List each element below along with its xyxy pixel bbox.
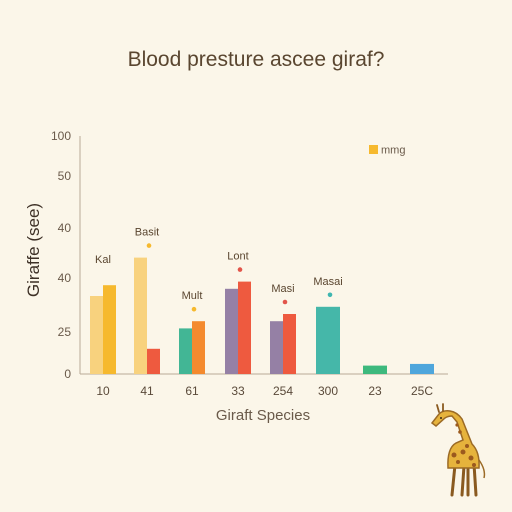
bar: [316, 306, 340, 374]
bar: [410, 363, 434, 374]
bar: [225, 288, 238, 374]
bar: [134, 257, 147, 374]
x-tick-label: 61: [185, 384, 199, 398]
bar-annotation: Lont: [227, 251, 248, 263]
data-point-dot: [282, 299, 288, 305]
bar: [90, 296, 103, 374]
bar: [103, 285, 116, 374]
data-point-dot: [146, 243, 152, 248]
y-tick-label: 100: [51, 129, 71, 143]
x-tick-label: 254: [273, 384, 293, 398]
y-tick-label: 40: [58, 221, 72, 235]
bar: [192, 321, 205, 374]
x-tick-label: 23: [368, 384, 382, 398]
x-tick-label: 25C: [411, 384, 433, 398]
bar: [179, 328, 192, 374]
y-tick-label: 40: [58, 271, 72, 285]
bar-annotation: Masai: [313, 276, 342, 288]
bar-annotation: Kal: [95, 254, 111, 266]
bars-group: [90, 257, 434, 374]
data-point-dot: [191, 306, 197, 312]
x-tick-label: 33: [231, 384, 245, 398]
data-point-dot: [327, 292, 333, 298]
y-tick-label: 25: [58, 325, 72, 339]
bar: [363, 365, 387, 374]
y-tick-label: 50: [58, 169, 72, 183]
data-point-dot: [237, 267, 243, 272]
legend-swatch: [369, 145, 378, 154]
x-tick-label: 10: [96, 384, 110, 398]
bar-annotation: Mult: [182, 290, 203, 302]
x-tick-label: 300: [318, 384, 338, 398]
chart-title: Blood presture ascee giraf?: [127, 48, 385, 71]
bar-annotation: Masi: [271, 283, 294, 295]
bar: [147, 348, 160, 374]
x-tick-label: 41: [140, 384, 154, 398]
bar-annotation: Basit: [135, 227, 159, 239]
y-axis-label: Giraffe (see): [24, 203, 43, 297]
axes-group: 0 25 40 40 50 100: [51, 129, 448, 381]
y-tick-label: 0: [64, 367, 71, 381]
legend-label: mmg: [381, 145, 405, 157]
legend: mmg: [369, 145, 405, 157]
labels-group: 10 Kal 41 Basit 61 Mult 33 Lont 254 Masi 300 Masai 2…: [95, 227, 433, 398]
x-axis-label: Giraft Species: [216, 407, 310, 424]
giraffe-illustration: [430, 403, 486, 497]
bar: [270, 321, 283, 374]
bar: [283, 314, 296, 374]
bar: [238, 281, 251, 374]
